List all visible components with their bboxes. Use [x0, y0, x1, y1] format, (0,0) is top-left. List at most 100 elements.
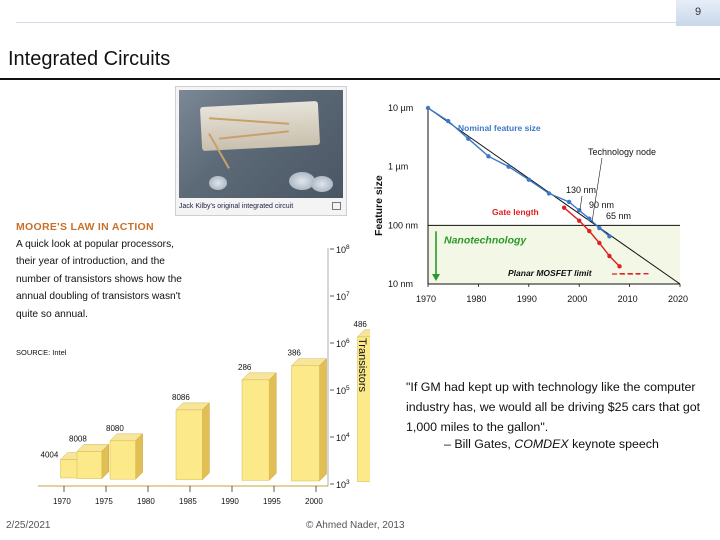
moore-bar	[357, 336, 370, 482]
chip-substrate	[199, 100, 321, 152]
moore-bar	[291, 365, 320, 482]
moore-bar-label: 8008	[69, 434, 87, 443]
technology-node-label: Technology node	[588, 147, 656, 157]
quote-attr-event: COMDEX	[514, 437, 569, 451]
feature-x-tick: 1990	[517, 294, 537, 304]
feature-series-point	[587, 216, 592, 221]
kilby-photo-frame: Jack Kilby's original integrated circuit	[175, 86, 347, 216]
moore-bars	[38, 329, 370, 487]
moore-source: SOURCE: Intel	[16, 348, 67, 357]
moore-chart: 4004800880808086286386486PentiumPentium …	[38, 244, 370, 506]
photo-caption: Jack Kilby's original integrated circuit	[179, 203, 294, 210]
feature-size-labels: Nanotechnology Nominal feature size Gate l…	[373, 123, 656, 278]
feature-series-point	[466, 136, 471, 141]
feature-y-tick: 10 µm	[388, 103, 413, 113]
feature-series-point	[587, 228, 592, 234]
moore-description: A quick look at popular processors, thei…	[16, 239, 182, 320]
moore-y-ticks: 103 104 105 106 107 108	[327, 244, 350, 490]
slide-title: Integrated Circuits	[8, 48, 171, 70]
bill-gates-quote: "If GM had kept up with technology like …	[406, 380, 701, 434]
moore-bar-label: 8080	[106, 424, 124, 433]
moore-bar-label: 4004	[41, 451, 59, 460]
node-90nm-label: 90 nm	[589, 200, 614, 210]
node-pointer	[579, 195, 583, 211]
feature-series-point	[566, 199, 572, 205]
node-130nm-label: 130 nm	[566, 185, 596, 195]
feature-series-point	[577, 218, 582, 223]
feature-x-tick: 2000	[567, 294, 587, 304]
moore-bar	[175, 409, 203, 481]
moore-bar-label: 386	[288, 349, 302, 358]
feature-series-point	[506, 164, 511, 169]
feature-series-point	[617, 264, 622, 269]
nominal-feature-label: Nominal feature size	[458, 123, 541, 133]
solder-blob	[209, 176, 227, 190]
feature-y-tick: 100 nm	[388, 220, 418, 230]
moore-x-tick: 1975	[95, 497, 113, 506]
feature-x-tick: 2010	[618, 294, 638, 304]
node-pointer	[591, 157, 603, 223]
feature-series-point	[486, 154, 491, 159]
footer-date: 2/25/2021	[6, 520, 51, 531]
moore-title: MOORE'S LAW IN ACTION	[16, 221, 154, 233]
moore-bar-side	[202, 402, 210, 481]
moore-bar-label: 286	[238, 363, 252, 372]
feature-size-ticks: 1970 1980 1990 2000 2010 2020 10 µm 1 µm 100 nm 1…	[388, 103, 688, 304]
moore-x-ticks: 1970 1975 1980 1985 1990 1995 2000	[53, 486, 323, 506]
feature-size-chart: 1970 1980 1990 2000 2010 2020 10 µm 1 µm 100 nm 1…	[373, 103, 688, 304]
moore-x-tick: 1995	[263, 497, 281, 506]
feature-series-point	[607, 253, 612, 259]
moore-bar-label: 486	[354, 320, 368, 329]
moore-x-tick: 1990	[221, 497, 239, 506]
moore-y-tick: 108	[336, 244, 350, 255]
feature-series-point	[597, 225, 602, 231]
feature-series-line	[563, 207, 621, 267]
moore-x-tick: 1980	[137, 497, 155, 506]
moore-y-tick: 103	[336, 479, 350, 490]
moore-bar-label: 8086	[172, 393, 190, 402]
feature-series-point	[445, 118, 451, 124]
feature-series-point	[561, 205, 567, 210]
title-rule	[0, 78, 720, 80]
feature-series-line	[427, 107, 610, 237]
planar-mosfet-label: Planar MOSFET limit	[508, 268, 593, 278]
footer-copyright: © Ahmed Nader, 2013	[306, 520, 405, 531]
feature-series-point	[425, 105, 431, 111]
moore-bar-top	[356, 329, 370, 338]
feature-x-tick: 1980	[466, 294, 486, 304]
nanotech-arrow-head	[432, 274, 440, 281]
feature-size-series	[425, 105, 681, 285]
moore-bar	[241, 379, 270, 481]
feature-series-point	[597, 240, 602, 246]
gate-length-label: Gate length	[492, 207, 539, 217]
nanotech-label: Nanotechnology	[444, 234, 527, 246]
feature-x-tick: 1970	[416, 294, 436, 304]
feature-y-tick: 10 nm	[388, 279, 413, 289]
solder-blob	[311, 176, 333, 192]
feature-x-tick: 2020	[668, 294, 688, 304]
moore-x-tick: 1970	[53, 497, 71, 506]
slide-number: 9	[16, 0, 720, 26]
node-65nm-label: 65 nm	[606, 211, 631, 221]
feature-series-point	[607, 234, 612, 239]
quote-attr-suffix: keynote speech	[568, 437, 659, 451]
feature-size-figure: 1970 1980 1990 2000 2010 2020 10 µm 1 µm 100 nm 1…	[370, 98, 700, 312]
enlarge-icon[interactable]	[332, 202, 341, 210]
moore-x-tick: 1985	[179, 497, 197, 506]
feature-y-axis-label: Feature size	[373, 175, 385, 236]
feature-y-tick: 1 µm	[388, 162, 408, 172]
feature-series-point	[577, 208, 582, 213]
solder-blob	[289, 172, 315, 190]
moore-bar	[109, 440, 136, 480]
moore-y-tick: 105	[336, 385, 350, 396]
moore-bar-side	[319, 358, 327, 482]
feature-series-point	[546, 191, 552, 196]
moore-bar-side	[268, 372, 277, 482]
moore-bar-labels: 4004800880808086286386486PentiumPentium …	[41, 320, 368, 460]
moore-y-tick: 104	[336, 432, 350, 443]
moore-y-tick: 107	[336, 291, 350, 302]
moore-y-tick: 106	[336, 338, 350, 349]
moore-bar	[76, 451, 103, 479]
moore-y-axis-label: Transistors	[356, 338, 368, 392]
moore-bar-side	[135, 433, 143, 480]
